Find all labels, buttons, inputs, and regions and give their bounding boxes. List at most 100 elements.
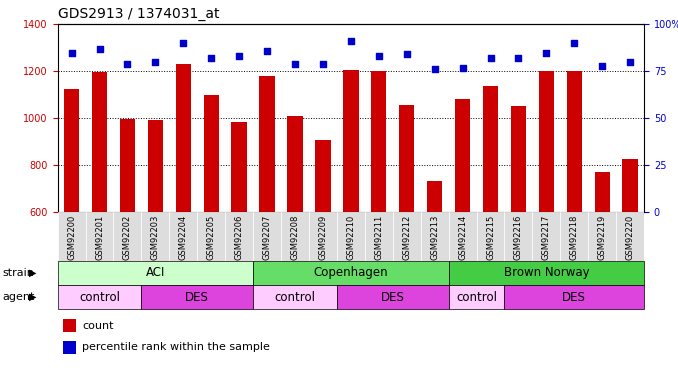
Text: GSM92203: GSM92203 [151, 214, 160, 260]
Bar [483, 87, 498, 212]
Text: GDS2913 / 1374031_at: GDS2913 / 1374031_at [58, 7, 219, 21]
FancyBboxPatch shape [337, 285, 449, 309]
Point [401, 51, 412, 57]
FancyBboxPatch shape [504, 285, 644, 309]
FancyBboxPatch shape [589, 212, 616, 261]
Bar [148, 120, 163, 212]
Bar [399, 105, 414, 212]
Text: DES: DES [185, 291, 210, 304]
Bar [315, 140, 331, 212]
FancyBboxPatch shape [58, 212, 85, 261]
Text: GSM92210: GSM92210 [346, 214, 355, 260]
FancyBboxPatch shape [504, 212, 532, 261]
Point [150, 59, 161, 65]
Text: percentile rank within the sample: percentile rank within the sample [82, 342, 270, 352]
Bar [567, 71, 582, 212]
Point [624, 59, 635, 65]
FancyBboxPatch shape [309, 212, 337, 261]
Text: GSM92217: GSM92217 [542, 214, 551, 260]
Text: DES: DES [562, 291, 586, 304]
Point [94, 46, 105, 52]
Text: Copenhagen: Copenhagen [313, 266, 388, 279]
Text: agent: agent [3, 292, 35, 302]
FancyBboxPatch shape [449, 261, 644, 285]
Text: GSM92201: GSM92201 [95, 214, 104, 260]
Text: control: control [275, 291, 315, 304]
FancyBboxPatch shape [477, 212, 504, 261]
Point [569, 40, 580, 46]
Point [206, 55, 217, 61]
Bar [92, 72, 107, 212]
Text: GSM92205: GSM92205 [207, 214, 216, 260]
Text: GSM92213: GSM92213 [430, 214, 439, 260]
FancyBboxPatch shape [253, 261, 449, 285]
Text: DES: DES [381, 291, 405, 304]
Point [429, 66, 440, 72]
Text: GSM92209: GSM92209 [319, 214, 327, 260]
FancyBboxPatch shape [281, 212, 309, 261]
Point [597, 63, 607, 69]
FancyBboxPatch shape [58, 285, 142, 309]
Text: GSM92216: GSM92216 [514, 214, 523, 260]
Bar [120, 119, 135, 212]
FancyBboxPatch shape [532, 212, 560, 261]
FancyBboxPatch shape [142, 285, 253, 309]
Text: GSM92202: GSM92202 [123, 214, 132, 260]
Text: control: control [456, 291, 497, 304]
Text: strain: strain [3, 268, 35, 278]
Text: count: count [82, 321, 114, 331]
Bar [176, 64, 191, 212]
Point [178, 40, 188, 46]
Point [122, 61, 133, 67]
Bar [64, 341, 77, 354]
FancyBboxPatch shape [58, 261, 253, 285]
Text: Brown Norway: Brown Norway [504, 266, 589, 279]
Text: GSM92207: GSM92207 [262, 214, 272, 260]
Bar [455, 99, 471, 212]
Point [374, 53, 384, 59]
Text: GSM92200: GSM92200 [67, 214, 76, 260]
Bar [427, 182, 442, 212]
Text: GSM92215: GSM92215 [486, 214, 495, 260]
Text: ACI: ACI [146, 266, 165, 279]
Text: GSM92214: GSM92214 [458, 214, 467, 260]
Text: GSM92218: GSM92218 [570, 214, 579, 260]
Point [234, 53, 245, 59]
Bar [203, 95, 219, 212]
Text: control: control [79, 291, 120, 304]
FancyBboxPatch shape [253, 212, 281, 261]
Bar [622, 159, 638, 212]
Text: GSM92219: GSM92219 [598, 214, 607, 260]
Text: ▶: ▶ [28, 268, 36, 278]
Point [262, 48, 273, 54]
Point [513, 55, 524, 61]
FancyBboxPatch shape [113, 212, 142, 261]
Text: ▶: ▶ [28, 292, 36, 302]
FancyBboxPatch shape [365, 212, 393, 261]
Text: GSM92211: GSM92211 [374, 214, 383, 260]
FancyBboxPatch shape [142, 212, 170, 261]
Text: GSM92212: GSM92212 [402, 214, 412, 260]
FancyBboxPatch shape [253, 285, 337, 309]
Point [485, 55, 496, 61]
Bar [64, 320, 77, 332]
FancyBboxPatch shape [393, 212, 420, 261]
Text: GSM92208: GSM92208 [290, 214, 300, 260]
Text: GSM92206: GSM92206 [235, 214, 243, 260]
FancyBboxPatch shape [170, 212, 197, 261]
Bar [595, 172, 610, 212]
Bar [231, 122, 247, 212]
Point [66, 50, 77, 55]
Text: GSM92220: GSM92220 [626, 214, 635, 260]
Bar [539, 71, 554, 212]
Point [290, 61, 300, 67]
FancyBboxPatch shape [337, 212, 365, 261]
FancyBboxPatch shape [85, 212, 113, 261]
Point [457, 64, 468, 70]
Text: GSM92204: GSM92204 [179, 214, 188, 260]
FancyBboxPatch shape [225, 212, 253, 261]
Point [345, 38, 357, 44]
FancyBboxPatch shape [420, 212, 449, 261]
FancyBboxPatch shape [560, 212, 589, 261]
Bar [511, 106, 526, 212]
